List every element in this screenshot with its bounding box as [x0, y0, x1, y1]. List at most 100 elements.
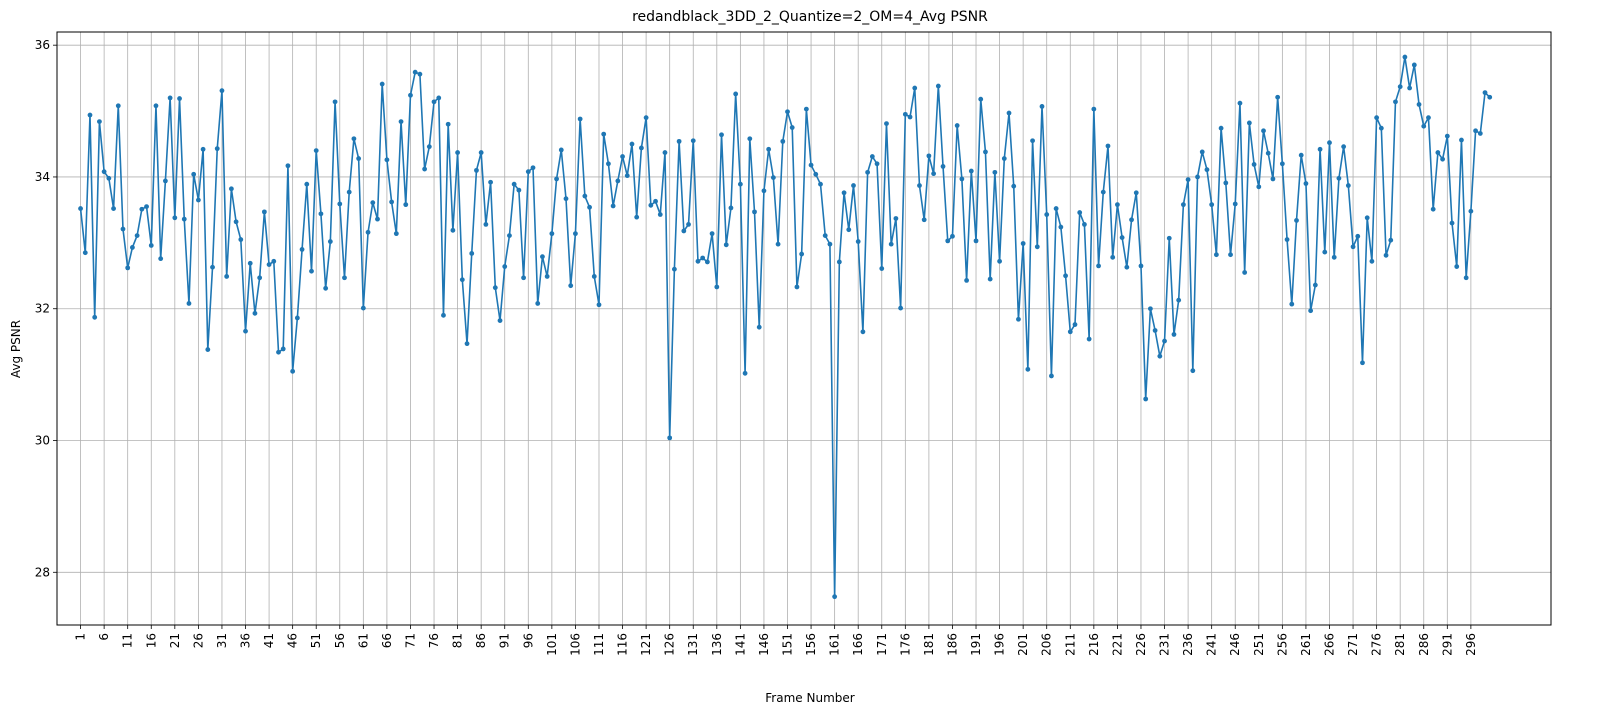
data-point	[832, 594, 838, 600]
data-point	[1242, 270, 1248, 275]
data-point	[1204, 167, 1210, 173]
data-point	[855, 239, 861, 244]
data-point	[964, 278, 969, 283]
data-point	[1284, 237, 1290, 242]
data-point	[1279, 161, 1285, 167]
data-point	[299, 247, 305, 252]
data-point	[799, 251, 805, 257]
x-tick-label: 231	[1158, 633, 1172, 656]
data-point	[601, 131, 607, 137]
data-point	[987, 276, 993, 282]
data-point	[1143, 396, 1149, 402]
data-point	[130, 245, 135, 250]
data-point	[1157, 353, 1163, 359]
data-point	[1393, 99, 1398, 105]
data-point	[266, 262, 272, 267]
data-point	[1397, 84, 1403, 90]
data-point	[1133, 190, 1139, 196]
data-point	[1016, 316, 1021, 322]
x-tick-label: 246	[1228, 633, 1242, 656]
data-point	[304, 181, 310, 187]
x-tick-label: 156	[804, 633, 818, 656]
data-point	[540, 254, 545, 260]
data-point	[879, 266, 885, 271]
data-point	[690, 138, 696, 144]
data-point	[1477, 131, 1483, 136]
data-point	[478, 150, 484, 155]
x-tick-label: 281	[1393, 633, 1407, 656]
data-point	[1058, 224, 1064, 230]
data-point	[770, 175, 776, 181]
y-tick-label: 34	[35, 170, 50, 184]
data-point	[704, 259, 710, 265]
data-point	[794, 284, 800, 290]
data-point	[926, 153, 932, 159]
data-point	[412, 69, 418, 75]
x-tick-label: 206	[1040, 633, 1054, 656]
data-point	[563, 196, 569, 202]
x-tick-label: 146	[757, 633, 771, 656]
data-point	[403, 202, 409, 208]
data-point	[214, 146, 220, 152]
y-tick-label: 32	[35, 302, 50, 316]
x-tick-label: 221	[1110, 633, 1124, 656]
data-point	[860, 329, 866, 335]
data-point	[205, 347, 211, 352]
data-point	[973, 238, 979, 244]
data-point	[1270, 176, 1276, 182]
data-point	[332, 99, 338, 105]
data-point	[591, 274, 597, 279]
data-point	[1110, 254, 1116, 260]
data-point	[662, 150, 668, 155]
data-point	[464, 341, 470, 347]
data-point	[681, 228, 687, 234]
data-point	[492, 285, 498, 291]
data-point	[1341, 144, 1347, 150]
data-point	[1289, 301, 1295, 307]
data-point	[101, 169, 107, 175]
data-point	[1237, 100, 1243, 106]
data-point	[921, 217, 927, 223]
data-point	[445, 121, 451, 127]
x-tick-label: 251	[1252, 633, 1266, 656]
data-point	[1378, 125, 1384, 131]
data-point	[1473, 128, 1478, 134]
data-point	[1185, 177, 1191, 182]
x-tick-label: 121	[639, 633, 653, 656]
data-point	[667, 435, 673, 441]
data-point	[483, 222, 489, 227]
x-tick-label: 291	[1440, 633, 1454, 656]
data-point	[1388, 237, 1394, 243]
data-point	[511, 181, 517, 187]
x-axis-label: Frame Number	[765, 691, 854, 705]
data-point	[379, 81, 385, 87]
data-point	[544, 274, 550, 279]
data-point	[1383, 252, 1389, 258]
x-tick-label: 286	[1417, 633, 1431, 656]
data-point	[115, 103, 121, 109]
data-point	[290, 368, 296, 374]
x-tick-label: 86	[474, 633, 488, 648]
data-point	[177, 96, 182, 101]
data-point	[558, 147, 564, 153]
data-point	[1261, 128, 1266, 134]
series-line	[79, 56, 1491, 598]
y-axis-label: Avg PSNR	[9, 320, 23, 378]
data-point	[422, 166, 428, 172]
data-point	[653, 198, 658, 204]
x-tick-label: 131	[686, 633, 700, 656]
data-point	[1331, 254, 1337, 260]
y-tick-label: 30	[35, 434, 50, 448]
data-point	[469, 250, 475, 256]
x-tick-label: 26	[191, 633, 205, 648]
data-point	[238, 237, 244, 242]
data-point	[992, 169, 998, 175]
data-point	[384, 157, 390, 163]
data-point	[1119, 235, 1125, 240]
data-point	[375, 216, 380, 222]
data-point	[1322, 249, 1328, 255]
data-point	[1440, 156, 1445, 162]
data-point	[78, 206, 83, 211]
data-point	[723, 242, 729, 248]
x-tick-label: 46	[286, 633, 300, 648]
